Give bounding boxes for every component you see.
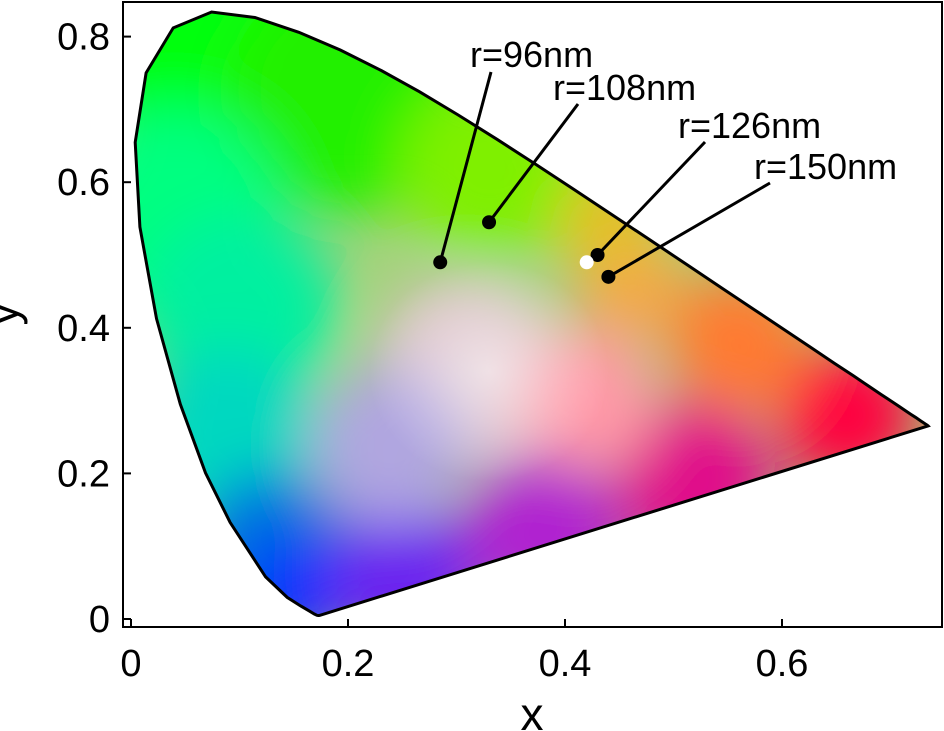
annotation-label: r=126nm [678,105,821,146]
annotation-label: r=150nm [754,146,897,187]
y-tick-label: 0 [89,599,110,641]
x-tick-label: 0 [120,643,141,685]
y-axis-label: y [0,303,28,326]
x-tick-label: 0.2 [322,643,375,685]
white-point [579,255,594,270]
y-axis: 0 0.2 0.4 0.6 0.8 [57,17,131,641]
data-point [601,269,616,284]
annotation-label: r=108nm [553,67,696,108]
x-axis-label: x [521,688,544,731]
annotation-leader-line [607,181,771,279]
data-points [433,215,616,284]
y-tick-label: 0.4 [57,308,110,350]
data-point [482,215,497,230]
x-axis: 0 0.2 0.4 0.6 [120,619,808,685]
annotation-leader-line [596,140,707,257]
data-point [433,255,448,270]
y-tick-label: 0.2 [57,453,110,495]
annotation-leader-line [438,71,493,263]
x-tick-label: 0.6 [756,643,809,685]
spectral-locus [133,10,931,617]
annotation-label: r=96nm [470,34,593,75]
annotation-leader-line [487,103,580,224]
x-tick-label: 0.4 [539,643,592,685]
data-point [590,248,605,262]
y-tick-label: 0.8 [57,17,110,59]
y-tick-label: 0.6 [57,162,110,204]
